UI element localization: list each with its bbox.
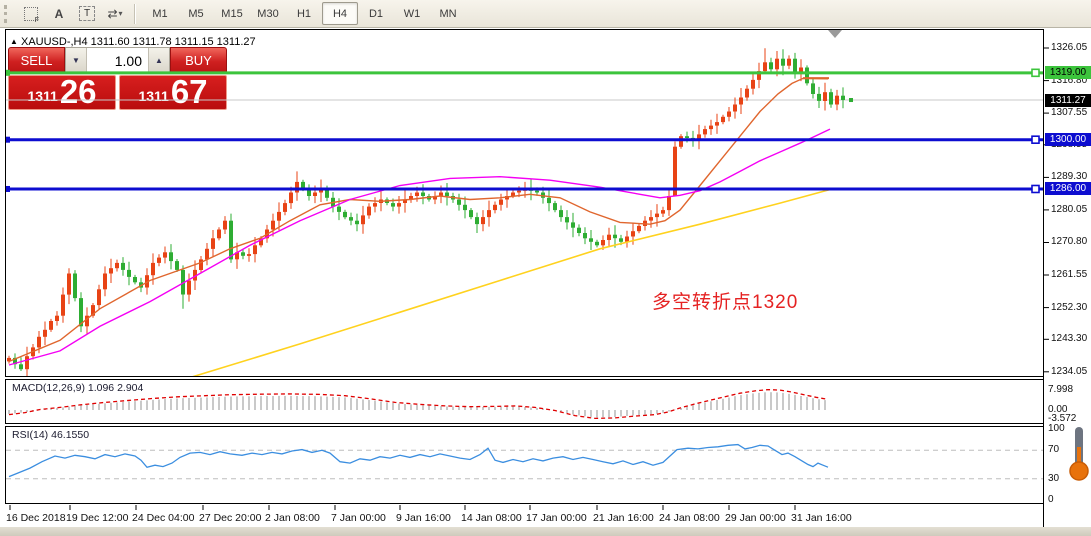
hline-handle[interactable] <box>1031 135 1040 144</box>
date-tick-label: 19 Dec 12:00 <box>66 512 129 524</box>
volume-spinner: ▼ 1.00 ▲ <box>65 47 170 74</box>
hline-handle[interactable] <box>1031 184 1040 194</box>
price-tick-label: 1280.05 <box>1051 204 1088 215</box>
price-tick-label: 1307.55 <box>1051 107 1088 118</box>
price-tick-label: 1252.30 <box>1051 302 1088 313</box>
hline-1300.00[interactable] <box>4 135 1043 144</box>
label-a-icon[interactable]: A <box>54 6 64 21</box>
rsi-layer <box>6 443 1043 480</box>
price-tick-label: 1243.30 <box>1051 333 1088 344</box>
caret-down-icon: ▾ <box>118 9 123 18</box>
macd-axis-label: 7.998 <box>1048 384 1074 395</box>
date-tick-label: 21 Jan 16:00 <box>593 512 654 524</box>
timeframe-button-h1[interactable]: H1 <box>296 7 312 20</box>
thermometer-icon[interactable] <box>1068 425 1090 483</box>
timeframe-button-m1[interactable]: M1 <box>152 7 168 20</box>
macd-signal-line <box>8 388 829 420</box>
price-tick-label: 1270.80 <box>1051 236 1088 247</box>
price-tick-label: 1316.80 <box>1051 75 1088 86</box>
date-tick-label: 14 Jan 08:00 <box>461 512 522 524</box>
rsi-axis-label: 30 <box>1048 473 1060 484</box>
arrows-glyph: ⇄ <box>107 6 118 21</box>
toolbar-grip[interactable] <box>4 4 13 23</box>
text-box-t-icon[interactable]: T <box>74 2 100 26</box>
macd-axis-label: 0.00 <box>1048 404 1068 415</box>
chart-grid-f-icon[interactable]: F <box>18 2 44 26</box>
timeframe-bar: M1 M5 M15 M30 H1 H4 D1 W1 MN <box>142 2 466 25</box>
rsi-label: RSI(14) 46.1550 <box>12 429 90 441</box>
macd-label: MACD(12,26,9) 1.096 2.904 <box>12 382 144 394</box>
price-axis-area[interactable] <box>1044 29 1091 527</box>
timeframe-button-mn[interactable]: MN <box>439 7 457 20</box>
volume-down-button[interactable]: ▼ <box>66 48 87 73</box>
t-box: T <box>79 6 95 21</box>
rsi-line <box>8 443 829 478</box>
date-tick-label: 7 Jan 00:00 <box>331 512 386 524</box>
symbol-ohlc-text: XAUUSD-,H4 1311.60 1311.78 1311.15 1311.… <box>20 36 256 48</box>
buy-price-pips: 67 <box>170 73 208 110</box>
chart-annotation-text[interactable]: 多空转折点1320 <box>652 292 799 313</box>
rsi-axis-label: 70 <box>1048 444 1060 455</box>
price-badge-1319.00: 1319.00 <box>1045 66 1091 79</box>
dotted-box: F <box>24 6 39 24</box>
timeframe-button-m30[interactable]: M30 <box>257 7 279 20</box>
price-tick-label: 1234.05 <box>1051 366 1088 377</box>
date-tick-label: 24 Dec 04:00 <box>132 512 195 524</box>
price-tick-label: 1261.55 <box>1051 269 1088 280</box>
macd-axis-label: -3.572 <box>1048 413 1077 424</box>
ma-mid-magenta[interactable] <box>8 128 831 366</box>
drawing-arrows-icon[interactable]: ⇄ ▾ <box>102 2 128 26</box>
macd-panel[interactable] <box>5 379 1044 424</box>
timeframe-button-d1[interactable]: D1 <box>368 7 384 20</box>
macd-layer <box>8 388 829 420</box>
date-tick-label: 9 Jan 16:00 <box>396 512 451 524</box>
date-tick-label: 2 Jan 08:00 <box>265 512 320 524</box>
main-chart-layer[interactable] <box>4 30 1043 407</box>
ma-fast-red[interactable] <box>8 77 829 363</box>
date-tick-label: 31 Jan 16:00 <box>791 512 852 524</box>
ma-slow-yellow[interactable] <box>60 188 833 407</box>
timeframe-button-h4[interactable]: H4 <box>322 2 358 25</box>
date-tick-label: 29 Jan 00:00 <box>725 512 786 524</box>
rsi-axis-label: 0 <box>1048 494 1054 505</box>
volume-input[interactable]: 1.00 <box>114 52 142 69</box>
price-tick-label: 1326.05 <box>1051 42 1088 53</box>
symbol-ohlc-line: ▲ XAUUSD-,H4 1311.60 1311.78 1311.15 131… <box>10 36 256 48</box>
candles-layer[interactable] <box>7 48 845 379</box>
panel-toggle-arrow[interactable]: ▲ <box>10 37 18 46</box>
hline-handle[interactable] <box>1031 68 1040 78</box>
current-price-badge: 1311.27 <box>1045 94 1091 107</box>
last-price-marker <box>849 98 853 103</box>
one-click-trading-panel: SELL ▼ 1.00 ▲ BUY 1311 26 1311 67 <box>8 47 227 110</box>
date-tick-label: 24 Jan 08:00 <box>659 512 720 524</box>
price-tick-label: 1289.30 <box>1051 171 1088 182</box>
buy-price-display[interactable]: 1311 67 <box>119 75 227 110</box>
sell-price-display[interactable]: 1311 26 <box>8 75 116 110</box>
timeframe-button-w1[interactable]: W1 <box>403 7 421 20</box>
buy-button[interactable]: BUY <box>170 47 227 74</box>
timeframe-button-m5[interactable]: M5 <box>188 7 204 20</box>
rsi-axis-label: 100 <box>1048 423 1065 434</box>
timeframe-button-m15[interactable]: M15 <box>221 7 243 20</box>
scroll-marker-icon[interactable] <box>828 30 842 38</box>
price-badge-1300.00: 1300.00 <box>1045 133 1091 146</box>
sell-price-pips: 26 <box>59 73 97 110</box>
toolbar-separator <box>134 3 136 24</box>
sell-button[interactable]: SELL <box>8 47 65 74</box>
toolbar: F A T ⇄ ▾ M1 M5 M15 M30 H1 H4 D1 W1 MN <box>0 0 1091 28</box>
hline-1319.00[interactable] <box>4 68 1043 78</box>
date-tick-label: 17 Jan 00:00 <box>526 512 587 524</box>
window-bottom-edge <box>0 527 1091 536</box>
hline-1286.00[interactable] <box>4 184 1043 194</box>
date-tick-label: 16 Dec 2018 <box>6 512 66 524</box>
volume-up-button[interactable]: ▲ <box>148 48 169 73</box>
date-tick-label: 27 Dec 20:00 <box>199 512 262 524</box>
price-badge-1286.00: 1286.00 <box>1045 182 1091 195</box>
